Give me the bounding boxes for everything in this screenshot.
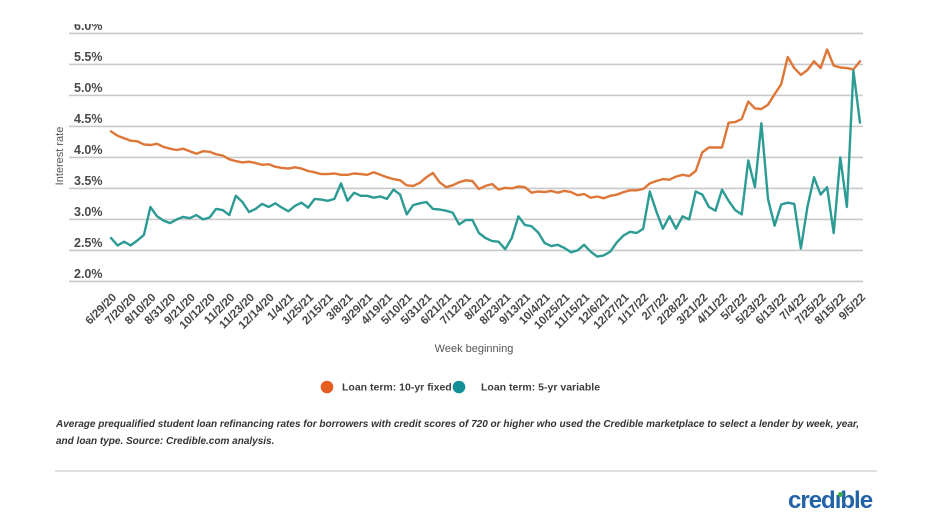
svg-text:Loan term: 10-yr fixed: Loan term: 10-yr fixed (342, 382, 452, 394)
svg-text:5.5%: 5.5% (74, 50, 103, 64)
svg-text:Interest rate: Interest rate (54, 127, 66, 186)
svg-text:4.5%: 4.5% (74, 112, 103, 126)
svg-text:Loan term: 5-yr variable: Loan term: 5-yr variable (481, 382, 600, 394)
svg-text:3.0%: 3.0% (74, 205, 103, 219)
svg-text:4.0%: 4.0% (74, 143, 103, 157)
svg-text:2.5%: 2.5% (74, 236, 103, 250)
svg-text:5.0%: 5.0% (74, 81, 103, 95)
svg-text:2.0%: 2.0% (74, 267, 103, 281)
svg-text:3.5%: 3.5% (74, 174, 103, 188)
svg-text:Week beginning: Week beginning (435, 343, 514, 355)
